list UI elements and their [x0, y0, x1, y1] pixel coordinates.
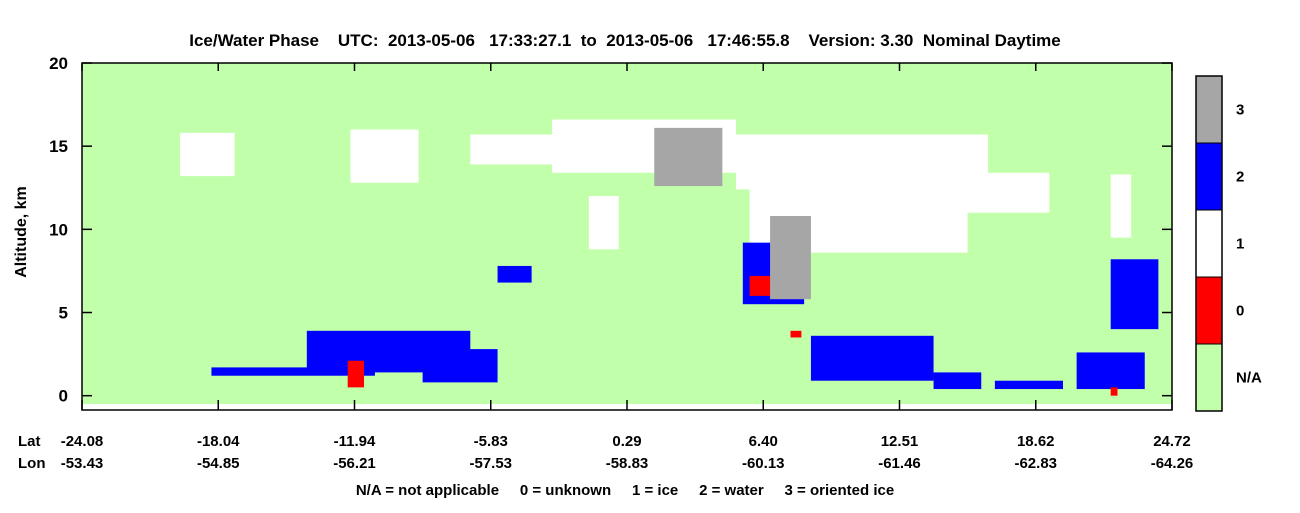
x-tick-label-lon-3: -57.53 [469, 455, 512, 472]
y-tick-label-15: 15 [49, 137, 68, 156]
colorbar-frame [1195, 75, 1223, 412]
feature-water-14 [994, 380, 1063, 390]
y-tick-label-20: 20 [49, 54, 68, 73]
colorbar-label-3: 3 [1236, 102, 1244, 119]
y-tick-label-5: 5 [59, 304, 68, 323]
feature-water-11 [422, 349, 498, 383]
feature-water-19 [1110, 259, 1159, 330]
feature-ice-6 [947, 172, 1050, 213]
colorbar-swatch-1 [1195, 209, 1223, 278]
feature-unknown-20 [347, 360, 365, 388]
feature-unknown-22 [1110, 387, 1118, 396]
colorbar-swatch-3 [1195, 75, 1223, 144]
x-tick-label-lat-2: -11.94 [334, 433, 376, 450]
feature-ice-8 [588, 196, 619, 250]
feature-ice-1 [350, 129, 419, 183]
y-axis-label: Altitude, km [13, 186, 30, 278]
plot-background [82, 63, 1172, 404]
y-tick-label-10: 10 [49, 220, 68, 239]
colorbar: 3 2 1 0 N/A [1195, 75, 1262, 412]
feature-water-13 [933, 372, 982, 390]
colorbar-swatch-2 [1195, 142, 1223, 211]
y-axis: 0 5 10 15 20 [49, 54, 1172, 406]
feature-ice-7 [1110, 174, 1132, 238]
colorbar-label-0: 0 [1236, 303, 1244, 320]
feature-water-9 [211, 367, 375, 376]
x-tick-label-lat-1: -18.04 [197, 433, 240, 450]
legend-note: N/A = not applicable 0 = unknown 1 = ice… [356, 482, 894, 499]
x-tick-label-lat-4: 0.29 [612, 433, 641, 450]
x-tick-label-lon-8: -64.26 [1151, 455, 1194, 472]
x-tick-label-lon-5: -60.13 [742, 455, 785, 472]
feature-oriented-ice-24 [770, 216, 811, 300]
colorbar-swatch-na [1195, 343, 1223, 412]
colorbar-label-1: 1 [1236, 236, 1244, 253]
x-tick-label-lon-7: -62.83 [1014, 455, 1057, 472]
x-tick-label-lat-0: -24.08 [61, 433, 104, 450]
x-tick-label-lat-3: -5.83 [474, 433, 508, 450]
feature-ice-0 [180, 132, 235, 177]
feature-water-12 [810, 335, 934, 381]
colorbar-label-na: N/A [1236, 370, 1262, 387]
feature-oriented-ice-25 [654, 127, 723, 187]
x-tick-label-lat-6: 12.51 [881, 433, 919, 450]
x-tick-label-lat-8: 24.72 [1153, 433, 1191, 450]
x-tick-label-lon-4: -58.83 [606, 455, 649, 472]
plot-area [81, 62, 1208, 411]
x-axis: Lat -24.08 -18.04 -11.94 -5.83 0.29 6.40 12.51 1… [18, 63, 1193, 472]
x-tick-label-lon-0: -53.43 [61, 455, 104, 472]
phase-features [180, 119, 1208, 396]
feature-water-15 [1076, 352, 1145, 390]
chart-title: Ice/Water Phase UTC: 2013-05-06 17:33:27… [189, 31, 1061, 50]
x-row-label-lat: Lat [18, 433, 41, 450]
x-row-label-lon: Lon [18, 455, 46, 472]
colorbar-swatch-0 [1195, 276, 1223, 345]
x-tick-label-lon-1: -54.85 [197, 455, 240, 472]
feature-unknown-23 [790, 330, 802, 338]
x-tick-label-lon-6: -61.46 [878, 455, 921, 472]
colorbar-label-2: 2 [1236, 169, 1244, 186]
feature-water-17 [497, 265, 532, 283]
x-tick-label-lat-7: 18.62 [1017, 433, 1055, 450]
y-tick-label-0: 0 [59, 387, 68, 406]
x-tick-label-lon-2: -56.21 [333, 455, 376, 472]
x-tick-label-lat-5: 6.40 [749, 433, 778, 450]
